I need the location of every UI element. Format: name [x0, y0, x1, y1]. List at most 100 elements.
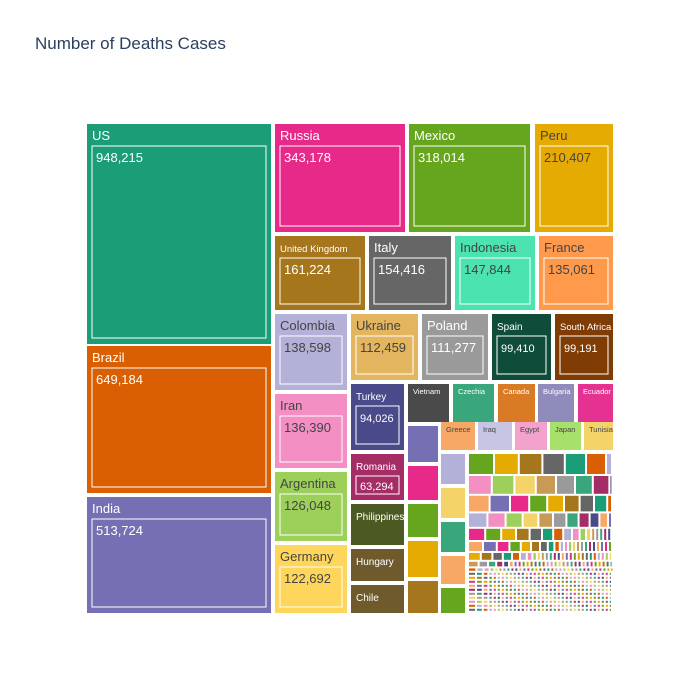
small-country-tile[interactable] — [569, 604, 572, 607]
small-country-tile[interactable] — [581, 584, 584, 587]
small-country-tile[interactable] — [489, 580, 492, 583]
small-country-tile[interactable] — [519, 454, 542, 474]
small-country-tile[interactable] — [541, 584, 544, 587]
small-country-tile[interactable] — [545, 576, 548, 579]
tile-russia[interactable]: Russia 343,178 — [275, 124, 405, 232]
small-country-tile[interactable] — [610, 561, 612, 567]
small-country-tile[interactable] — [597, 608, 600, 611]
small-country-tile[interactable] — [469, 454, 493, 474]
small-country-tile[interactable] — [549, 608, 552, 611]
small-country-tile[interactable] — [502, 528, 515, 540]
small-country-tile[interactable] — [565, 580, 568, 583]
small-country-tile[interactable] — [523, 513, 538, 527]
small-country-tile[interactable] — [477, 596, 482, 599]
small-country-tile[interactable] — [513, 553, 519, 560]
small-country-tile[interactable] — [479, 561, 487, 567]
small-country-tile[interactable] — [513, 600, 516, 603]
small-country-tile[interactable] — [521, 608, 524, 611]
small-country-tile[interactable] — [601, 576, 604, 579]
small-country-tile[interactable] — [565, 608, 568, 611]
small-country-tile[interactable] — [589, 553, 592, 560]
small-country-tile[interactable] — [513, 588, 516, 591]
small-country-tile[interactable] — [565, 553, 568, 560]
small-country-tile[interactable] — [501, 584, 504, 587]
small-country-tile[interactable] — [607, 454, 611, 474]
tile-philippines[interactable]: Philippines — [351, 504, 404, 545]
small-country-tile[interactable] — [505, 600, 508, 603]
small-country-tile[interactable] — [600, 528, 603, 540]
small-country-tile[interactable] — [569, 592, 572, 595]
small-country-tile[interactable] — [547, 568, 550, 571]
small-country-tile[interactable] — [493, 572, 496, 575]
small-country-tile[interactable] — [597, 584, 600, 587]
small-country-tile[interactable] — [497, 588, 500, 591]
small-country-tile[interactable] — [585, 542, 587, 551]
small-country-tile[interactable] — [561, 608, 564, 611]
small-country-tile[interactable] — [497, 542, 509, 551]
small-country-tile[interactable] — [509, 588, 512, 591]
small-country-tile[interactable] — [525, 588, 528, 591]
small-country-tile[interactable] — [581, 596, 584, 599]
small-country-tile[interactable] — [486, 528, 501, 540]
small-country-tile[interactable] — [525, 608, 528, 611]
tile-peru[interactable]: Peru 210,407 — [535, 124, 613, 232]
small-country-tile[interactable] — [549, 604, 552, 607]
small-country-tile[interactable] — [513, 608, 516, 611]
small-country-tile[interactable] — [483, 584, 488, 587]
small-country-tile[interactable] — [554, 513, 566, 527]
small-country-tile[interactable] — [483, 580, 488, 583]
small-country-tile[interactable] — [597, 588, 600, 591]
small-country-tile[interactable] — [561, 584, 564, 587]
small-country-tile[interactable] — [529, 596, 532, 599]
tile-vietnam[interactable]: Vietnam — [408, 384, 449, 422]
small-country-tile[interactable] — [493, 600, 496, 603]
small-country-tile[interactable] — [483, 588, 488, 591]
small-country-tile[interactable] — [573, 542, 575, 551]
small-country-tile[interactable] — [581, 592, 584, 595]
small-country-tile[interactable] — [589, 576, 592, 579]
small-country-tile[interactable] — [469, 561, 478, 567]
small-country-tile[interactable] — [573, 584, 576, 587]
small-country-tile[interactable] — [497, 600, 500, 603]
small-country-tile[interactable] — [553, 576, 556, 579]
small-country-tile[interactable] — [517, 600, 520, 603]
small-country-tile[interactable] — [525, 596, 528, 599]
small-country-tile[interactable] — [513, 572, 516, 575]
small-country-tile[interactable] — [497, 604, 500, 607]
small-country-tile[interactable] — [493, 576, 496, 579]
small-country-tile[interactable] — [538, 561, 541, 567]
small-country-tile[interactable] — [577, 576, 580, 579]
small-country-tile[interactable] — [509, 600, 512, 603]
small-country-tile[interactable] — [549, 596, 552, 599]
small-country-tile[interactable] — [517, 608, 520, 611]
small-country-tile[interactable] — [501, 600, 504, 603]
small-country-tile[interactable] — [469, 495, 489, 512]
small-country-tile[interactable] — [509, 572, 512, 575]
small-country-tile[interactable] — [581, 542, 583, 551]
small-country-tile[interactable] — [609, 513, 611, 527]
small-country-tile[interactable] — [509, 580, 512, 583]
tile-united-kingdom[interactable]: United Kingdom 161,224 — [275, 236, 365, 310]
small-country-tile[interactable] — [557, 596, 560, 599]
small-country-tile[interactable] — [537, 592, 540, 595]
small-country-tile[interactable] — [557, 592, 560, 595]
small-country-tile[interactable] — [493, 584, 496, 587]
small-country-tile[interactable] — [501, 604, 504, 607]
small-country-tile[interactable] — [545, 588, 548, 591]
small-country-tile[interactable] — [577, 553, 580, 560]
small-country-tile[interactable] — [526, 561, 529, 567]
small-country-tile[interactable] — [561, 600, 564, 603]
small-country-tile[interactable] — [589, 608, 592, 611]
small-country-tile[interactable] — [549, 588, 552, 591]
small-country-tile[interactable] — [477, 600, 482, 603]
small-country-tile[interactable] — [592, 528, 595, 540]
small-country-tile[interactable] — [553, 580, 556, 583]
small-country-tile[interactable] — [569, 542, 571, 551]
small-country-tile[interactable] — [585, 572, 588, 575]
small-country-tile[interactable] — [607, 568, 610, 571]
small-country-tile[interactable] — [554, 528, 563, 540]
small-country-tile[interactable] — [509, 608, 512, 611]
small-country-tile[interactable] — [517, 528, 529, 540]
small-country-tile[interactable] — [530, 528, 541, 540]
tile-iran[interactable]: Iran 136,390 — [275, 394, 347, 468]
